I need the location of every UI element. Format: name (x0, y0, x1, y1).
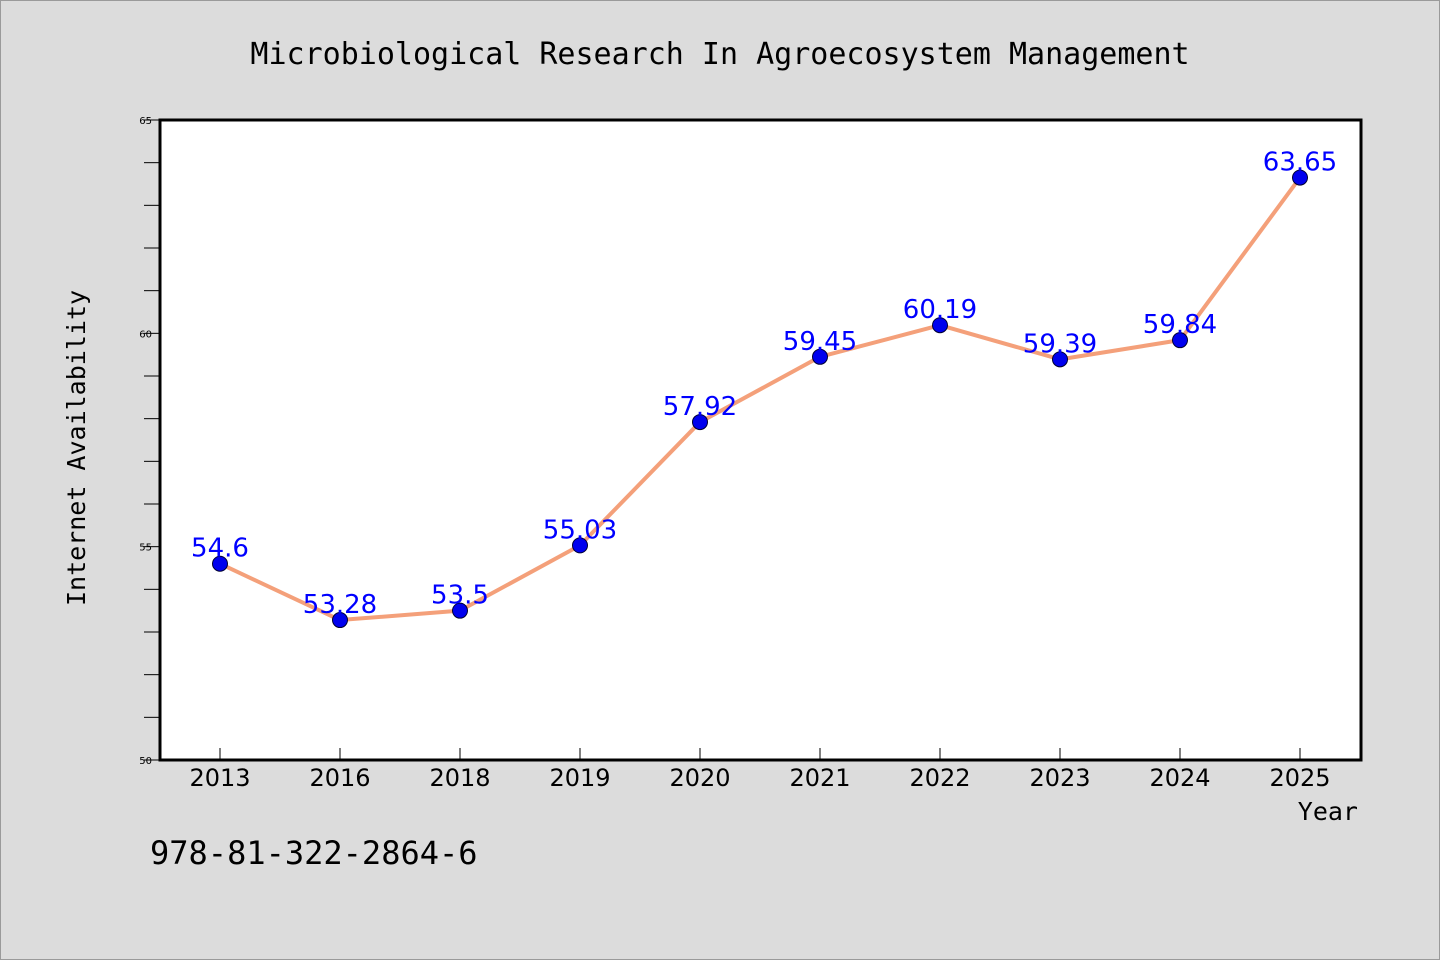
plot-area (160, 120, 1361, 760)
x-tick-label: 2018 (429, 764, 490, 792)
series-line (219, 176, 1302, 623)
y-tick-label: 55 (139, 543, 152, 554)
x-ticks (219, 748, 1301, 760)
x-tick-label: 2022 (909, 764, 970, 792)
x-tick-label: 2024 (1149, 764, 1210, 792)
y-tick-label: 65 (139, 116, 152, 127)
data-point (1052, 351, 1068, 368)
data-point (572, 537, 588, 554)
data-label: 57.92 (663, 392, 737, 422)
x-tick-label: 2021 (789, 764, 850, 792)
data-label: 59.45 (783, 327, 857, 357)
x-axis-label: Year (1298, 797, 1358, 826)
data-point (932, 317, 948, 334)
y-minor-ticks (144, 119, 160, 761)
data-point (452, 602, 468, 619)
data-markers (212, 169, 1308, 629)
data-label: 59.84 (1143, 310, 1217, 340)
data-point (1292, 169, 1308, 186)
x-tick-label: 2020 (669, 764, 730, 792)
data-label: 54.6 (191, 534, 249, 564)
data-point (1172, 332, 1188, 349)
footer-isbn: 978-81-322-2864-6 (150, 834, 478, 872)
x-tick-label: 2023 (1029, 764, 1090, 792)
x-tick-label: 2025 (1269, 764, 1330, 792)
x-tick-labels: 2013 2016 2018 2019 2020 2021 2022 2023 2024 2025 (189, 764, 1330, 792)
y-tick-label: 60 (139, 329, 152, 340)
x-tick-label: 2013 (189, 764, 250, 792)
data-labels: 54.6 53.28 53.5 55.03 57.92 59.45 60.19 59.39 59… (191, 148, 1337, 620)
x-tick-label: 2019 (549, 764, 610, 792)
chart-title: Microbiological Research In Agroecosyste… (250, 37, 1189, 72)
data-label: 55.03 (543, 515, 617, 545)
y-tick-label: 50 (139, 756, 152, 767)
data-label: 60.19 (903, 295, 977, 325)
x-tick-label: 2016 (309, 764, 370, 792)
data-point (692, 414, 708, 431)
data-label: 53.28 (303, 590, 377, 620)
plot-border (158, 118, 1363, 762)
y-tick-labels: 50 55 60 65 (139, 116, 152, 767)
data-label: 53.5 (431, 581, 489, 611)
data-point (332, 612, 348, 629)
y-axis-label: Internet Availability (62, 290, 91, 606)
data-point (212, 555, 228, 572)
data-point (812, 348, 828, 365)
data-label: 59.39 (1023, 329, 1097, 359)
data-label: 63.65 (1263, 148, 1337, 178)
